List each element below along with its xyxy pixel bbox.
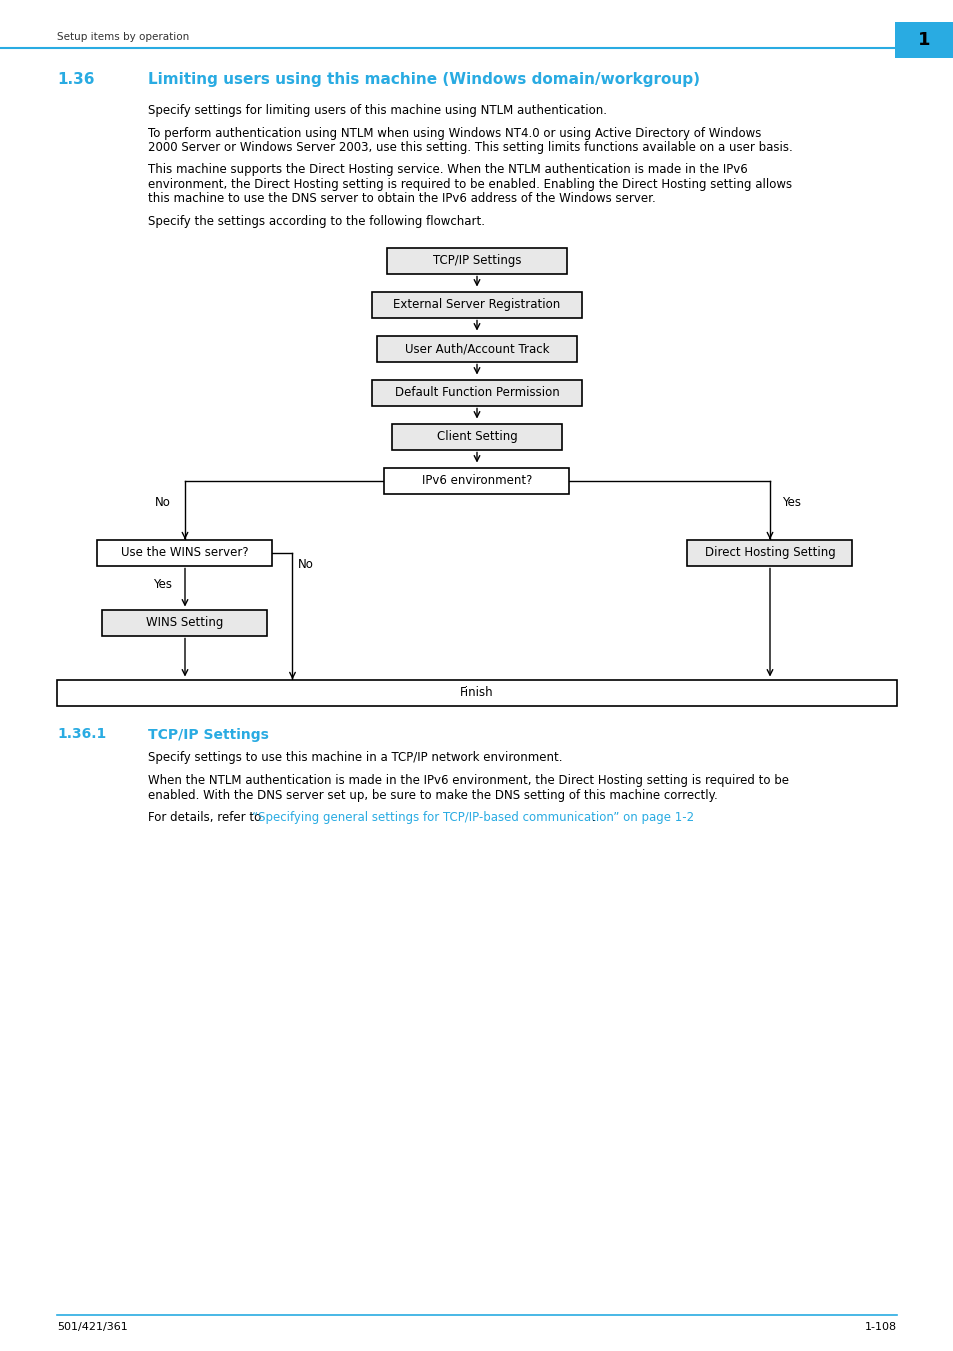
- Text: TCP/IP Settings: TCP/IP Settings: [433, 254, 520, 267]
- FancyBboxPatch shape: [57, 680, 896, 705]
- Text: Limiting users using this machine (Windows domain/workgroup): Limiting users using this machine (Windo…: [148, 72, 700, 86]
- Text: 1: 1: [917, 31, 929, 49]
- Text: 501/421/361: 501/421/361: [57, 1323, 128, 1332]
- Text: Specify settings for limiting users of this machine using NTLM authentication.: Specify settings for limiting users of t…: [148, 104, 606, 118]
- Text: this machine to use the DNS server to obtain the IPv6 address of the Windows ser: this machine to use the DNS server to ob…: [148, 192, 655, 205]
- Text: Yes: Yes: [153, 577, 172, 590]
- FancyBboxPatch shape: [372, 380, 581, 405]
- Text: User Auth/Account Track: User Auth/Account Track: [404, 342, 549, 355]
- Text: IPv6 environment?: IPv6 environment?: [421, 474, 532, 486]
- FancyBboxPatch shape: [687, 539, 852, 566]
- Text: enabled. With the DNS server set up, be sure to make the DNS setting of this mac: enabled. With the DNS server set up, be …: [148, 789, 717, 801]
- Text: This machine supports the Direct Hosting service. When the NTLM authentication i: This machine supports the Direct Hosting…: [148, 163, 747, 177]
- Text: Default Function Permission: Default Function Permission: [395, 386, 558, 399]
- Text: Setup items by operation: Setup items by operation: [57, 32, 189, 42]
- FancyBboxPatch shape: [372, 292, 581, 317]
- Text: 1.36: 1.36: [57, 72, 94, 86]
- FancyBboxPatch shape: [894, 22, 953, 58]
- Text: WINS Setting: WINS Setting: [146, 616, 223, 630]
- FancyBboxPatch shape: [387, 247, 566, 273]
- FancyBboxPatch shape: [392, 423, 561, 450]
- Text: Client Setting: Client Setting: [436, 430, 517, 443]
- FancyBboxPatch shape: [102, 609, 267, 635]
- Text: When the NTLM authentication is made in the IPv6 environment, the Direct Hosting: When the NTLM authentication is made in …: [148, 774, 788, 788]
- Text: No: No: [155, 497, 171, 509]
- FancyBboxPatch shape: [97, 539, 273, 566]
- Text: For details, refer to: For details, refer to: [148, 811, 265, 824]
- Text: External Server Registration: External Server Registration: [393, 299, 560, 311]
- Text: “Specifying general settings for TCP/IP-based communication” on page 1-2: “Specifying general settings for TCP/IP-…: [252, 811, 693, 824]
- Text: Use the WINS server?: Use the WINS server?: [121, 546, 249, 559]
- Text: No: No: [297, 558, 313, 570]
- Text: environment, the Direct Hosting setting is required to be enabled. Enabling the : environment, the Direct Hosting setting …: [148, 178, 791, 190]
- Text: Direct Hosting Setting: Direct Hosting Setting: [704, 546, 835, 559]
- FancyBboxPatch shape: [384, 467, 569, 493]
- Text: .: .: [591, 811, 595, 824]
- Text: To perform authentication using NTLM when using Windows NT4.0 or using Active Di: To perform authentication using NTLM whe…: [148, 127, 760, 139]
- Text: 1-108: 1-108: [864, 1323, 896, 1332]
- Text: Finish: Finish: [459, 686, 494, 698]
- Text: 2000 Server or Windows Server 2003, use this setting. This setting limits functi: 2000 Server or Windows Server 2003, use …: [148, 141, 792, 154]
- FancyBboxPatch shape: [376, 335, 577, 362]
- Text: TCP/IP Settings: TCP/IP Settings: [148, 727, 269, 742]
- Text: Yes: Yes: [781, 497, 801, 509]
- Text: Specify the settings according to the following flowchart.: Specify the settings according to the fo…: [148, 215, 484, 228]
- Text: Specify settings to use this machine in a TCP/IP network environment.: Specify settings to use this machine in …: [148, 751, 562, 765]
- Text: 1.36.1: 1.36.1: [57, 727, 106, 742]
